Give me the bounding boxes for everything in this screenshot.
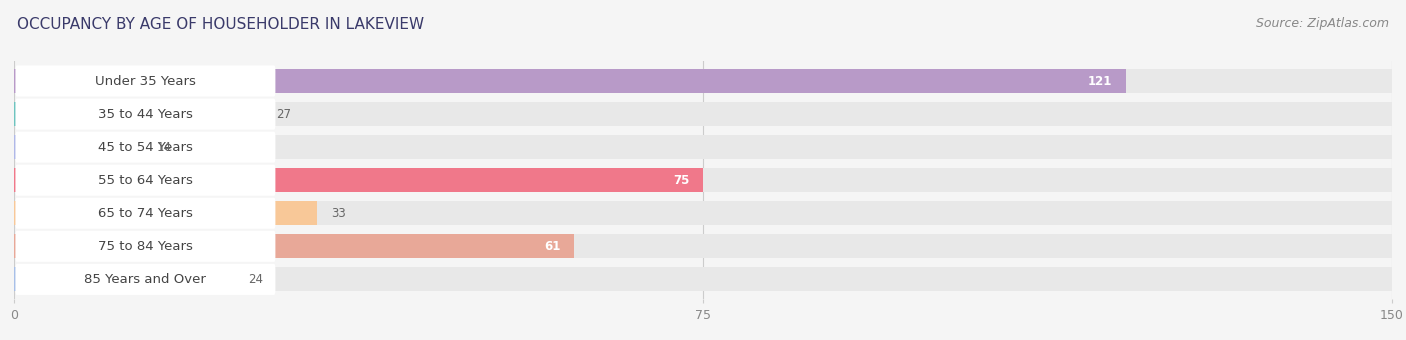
Text: Source: ZipAtlas.com: Source: ZipAtlas.com bbox=[1256, 17, 1389, 30]
Text: 45 to 54 Years: 45 to 54 Years bbox=[98, 141, 193, 154]
Bar bbox=[14, 69, 1392, 93]
Bar bbox=[14, 234, 1392, 258]
Text: 55 to 64 Years: 55 to 64 Years bbox=[98, 174, 193, 187]
Text: 75 to 84 Years: 75 to 84 Years bbox=[98, 240, 193, 253]
FancyBboxPatch shape bbox=[15, 165, 276, 196]
Bar bbox=[14, 135, 142, 159]
Text: 61: 61 bbox=[544, 240, 561, 253]
FancyBboxPatch shape bbox=[15, 198, 276, 229]
Bar bbox=[14, 201, 318, 225]
FancyBboxPatch shape bbox=[15, 132, 276, 163]
Text: 65 to 74 Years: 65 to 74 Years bbox=[98, 207, 193, 220]
Bar bbox=[14, 168, 1392, 192]
Text: 14: 14 bbox=[156, 141, 172, 154]
Text: OCCUPANCY BY AGE OF HOUSEHOLDER IN LAKEVIEW: OCCUPANCY BY AGE OF HOUSEHOLDER IN LAKEV… bbox=[17, 17, 425, 32]
Bar bbox=[14, 201, 1392, 225]
FancyBboxPatch shape bbox=[15, 264, 276, 295]
Text: 121: 121 bbox=[1087, 74, 1112, 87]
Bar bbox=[14, 234, 575, 258]
Bar bbox=[14, 168, 703, 192]
Text: Under 35 Years: Under 35 Years bbox=[96, 74, 195, 87]
FancyBboxPatch shape bbox=[15, 99, 276, 130]
FancyBboxPatch shape bbox=[15, 66, 276, 97]
Bar bbox=[14, 135, 1392, 159]
Text: 33: 33 bbox=[330, 207, 346, 220]
Bar bbox=[14, 268, 235, 291]
FancyBboxPatch shape bbox=[15, 231, 276, 262]
Bar bbox=[14, 102, 1392, 126]
Bar bbox=[14, 268, 1392, 291]
Text: 27: 27 bbox=[276, 107, 291, 121]
Text: 35 to 44 Years: 35 to 44 Years bbox=[98, 107, 193, 121]
Bar bbox=[14, 102, 262, 126]
Text: 75: 75 bbox=[673, 174, 689, 187]
Text: 85 Years and Over: 85 Years and Over bbox=[84, 273, 207, 286]
Bar bbox=[14, 69, 1126, 93]
Text: 24: 24 bbox=[249, 273, 263, 286]
